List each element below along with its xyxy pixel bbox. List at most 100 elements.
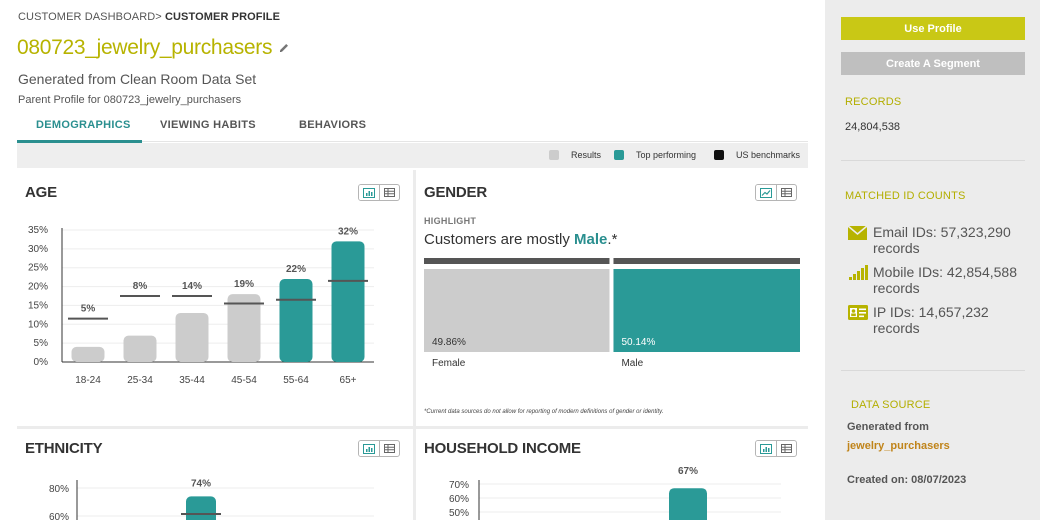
matched-email-text: Email IDs: 57,323,290 records [873, 224, 1011, 256]
bar-chart-view-icon[interactable] [756, 441, 776, 456]
records-title: RECORDS [845, 96, 902, 108]
age-x-tick-label: 25-34 [127, 375, 153, 386]
create-segment-button[interactable]: Create A Segment [841, 52, 1025, 75]
ethnicity-data-label: 74% [191, 478, 211, 489]
gender-panel-title: GENDER [424, 184, 487, 201]
matched-ip: IP IDs: 14,657,232 records [847, 304, 1028, 336]
age-x-tick-label: 45-54 [231, 375, 257, 386]
breadcrumb: CUSTOMER DASHBOARD> CUSTOMER PROFILE [18, 11, 280, 23]
highlight-value: Male [574, 231, 608, 248]
age-data-label: 5% [81, 304, 96, 315]
age-y-tick-label: 30% [28, 244, 48, 255]
gender-data-label: 49.86% [432, 337, 466, 348]
income-bar-chart: 50% 60% 70% 67% [449, 466, 781, 520]
line-chart-view-icon[interactable] [756, 185, 776, 200]
age-data-label: 32% [338, 226, 358, 237]
age-view-toggle [358, 184, 400, 201]
email-icon [847, 225, 868, 240]
age-panel-title: AGE [25, 184, 57, 201]
ethnicity-bar-chart: 60% 80% 74% [49, 478, 374, 520]
breadcrumb-current: CUSTOMER PROFILE [164, 11, 281, 23]
income-y-tick-label: 70% [449, 480, 469, 491]
gender-top-bar [613, 258, 800, 264]
income-bar [669, 488, 707, 520]
highlight-suffix: .* [607, 231, 618, 248]
age-y-tick-label: 20% [28, 282, 48, 293]
age-x-tick-label: 18-24 [75, 375, 101, 386]
parent-profile-text: Parent Profile for 080723_jewelry_purcha… [18, 94, 242, 106]
table-view-icon[interactable] [379, 185, 399, 200]
matched-email: Email IDs: 57,323,290 records [847, 224, 1028, 256]
legend-results-label: Results [571, 150, 602, 160]
legend-us-benchmarks: US benchmarks [714, 150, 800, 160]
income-view-toggle [755, 440, 797, 457]
ethnicity-y-tick-label: 60% [49, 512, 69, 520]
income-panel-title: HOUSEHOLD INCOME [424, 440, 581, 457]
data-source-link[interactable]: jewelry_purchasers [847, 440, 950, 452]
age-data-label: 22% [286, 264, 306, 275]
age-data-label: 8% [133, 281, 148, 292]
ethnicity-panel-title: ETHNICITY [25, 440, 103, 457]
generated-from-label: Generated from [847, 421, 929, 433]
gender-bar [424, 269, 610, 352]
matched-id-title: MATCHED ID COUNTS [845, 190, 966, 202]
gender-bar [613, 269, 800, 352]
tab-viewing-habits[interactable]: VIEWING HABITS [160, 119, 256, 131]
age-y-tick-label: 0% [34, 357, 49, 368]
table-view-icon[interactable] [776, 185, 796, 200]
matched-mobile-text: Mobile IDs: 42,854,588 records [873, 264, 1017, 296]
age-x-tick-label: 65+ [340, 375, 357, 386]
age-y-tick-label: 15% [28, 300, 48, 311]
legend-us-benchmarks-label: US benchmarks [736, 150, 801, 160]
table-view-icon[interactable] [776, 441, 796, 456]
age-bar [279, 279, 313, 362]
mobile-signal-icon [849, 265, 868, 280]
legend-us-benchmarks-swatch [714, 150, 724, 160]
highlight-label: HIGHLIGHT [424, 216, 477, 226]
use-profile-button[interactable]: Use Profile [841, 17, 1025, 40]
panel-divider-horizontal [17, 426, 808, 429]
age-data-label: 19% [234, 279, 254, 290]
gender-category-label: Female [432, 358, 466, 369]
gender-data-label: 50.14% [621, 337, 655, 348]
age-bar [175, 312, 209, 362]
legend-results-swatch [549, 150, 559, 160]
gender-category-label: Male [621, 358, 643, 369]
title-row: 080723_jewelry_purchasers [17, 36, 290, 60]
gender-bar-chart: 49.86% Female 50.14% Male [424, 258, 800, 369]
legend-top-performing-label: Top performing [636, 150, 697, 160]
income-data-label: 67% [678, 466, 698, 477]
table-view-icon[interactable] [379, 441, 399, 456]
id-card-icon [848, 305, 868, 320]
tab-behaviors[interactable]: BEHAVIORS [299, 119, 367, 131]
age-bar [227, 294, 261, 362]
age-data-label: 14% [182, 281, 202, 292]
gender-footnote: *Current data sources do not allow for r… [424, 409, 664, 415]
created-on-date: Created on: 08/07/2023 [847, 474, 967, 486]
breadcrumb-parent[interactable]: CUSTOMER DASHBOARD> [18, 11, 162, 23]
bar-chart-view-icon[interactable] [359, 441, 379, 456]
age-y-tick-label: 5% [34, 338, 49, 349]
age-bar [123, 335, 157, 362]
legend-top-performing: Top performing [614, 150, 696, 160]
bar-chart-view-icon[interactable] [359, 185, 379, 200]
age-x-tick-label: 35-44 [179, 375, 205, 386]
ethnicity-view-toggle [358, 440, 400, 457]
gender-view-toggle [755, 184, 797, 201]
tab-bar: DEMOGRAPHICS VIEWING HABITS BEHAVIORS [17, 112, 808, 143]
highlight-text: Customers are mostly Male.* [424, 231, 617, 248]
age-y-tick-label: 25% [28, 263, 48, 274]
main-content: CUSTOMER DASHBOARD> CUSTOMER PROFILE 080… [17, 11, 808, 520]
page-subtitle: Generated from Clean Room Data Set [18, 71, 257, 87]
legend-top-performing-swatch [614, 150, 624, 160]
ethnicity-y-tick-label: 80% [49, 484, 69, 495]
age-bar-chart: 0% 5% 10% 15% 20% 25% 30% 35% 5% 18-24 8% 25-34 14% 3… [28, 225, 374, 386]
matched-mobile: Mobile IDs: 42,854,588 records [847, 264, 1028, 296]
records-value: 24,804,538 [845, 121, 901, 133]
edit-pencil-icon[interactable] [278, 42, 290, 54]
tab-demographics[interactable]: DEMOGRAPHICS [36, 119, 131, 131]
highlight-prefix: Customers are mostly [424, 231, 575, 248]
age-bar [331, 241, 365, 362]
legend-results: Results [549, 150, 601, 160]
active-tab-indicator [17, 140, 142, 143]
